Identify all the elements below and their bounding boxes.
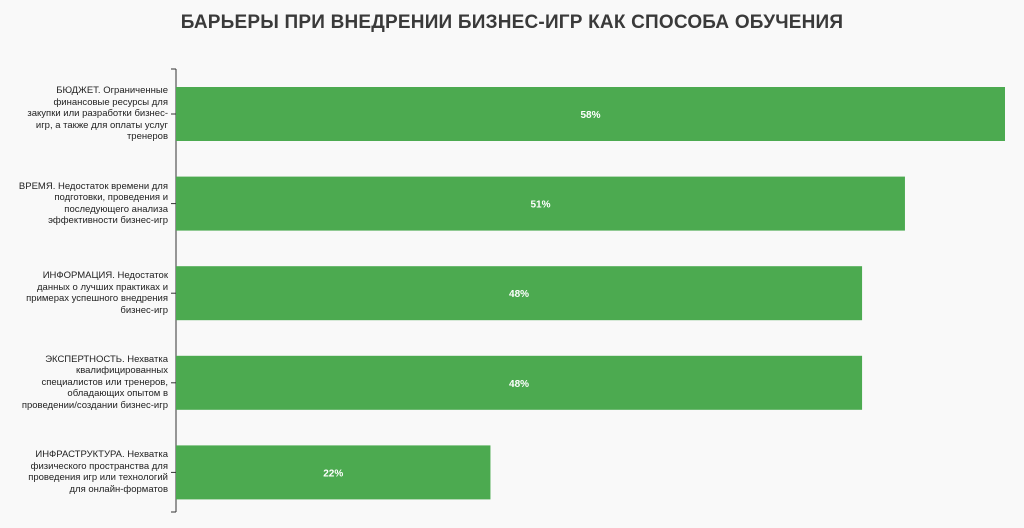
category-label-3: ИНФОРМАЦИЯ. Недостаток данных о лучших п… xyxy=(26,270,168,316)
bar-1 xyxy=(176,87,1005,141)
category-label-2: ВРЕМЯ. Недостаток времени для подготовки… xyxy=(18,180,168,227)
bar-2 xyxy=(176,176,905,231)
category-label-4: ЭКСПЕРТНОСТЬ. Нехватка квалифицированных… xyxy=(21,353,168,411)
bar-3 xyxy=(176,266,863,321)
data-label-4: 48% xyxy=(509,379,529,390)
category-label-5: ИНФРАСТРУКТУРА. Нехватка физического про… xyxy=(28,449,168,495)
data-label-2: 51% xyxy=(530,200,550,211)
bar-4 xyxy=(176,355,863,410)
data-label-3: 48% xyxy=(509,289,529,300)
category-label-1: БЮДЖЕТ. Ограниченные финансовые ресурсы … xyxy=(27,85,168,142)
data-label-1: 58% xyxy=(580,110,600,121)
bar-5 xyxy=(176,445,491,500)
chart-title: БАРЬЕРЫ ПРИ ВНЕДРЕНИИ БИЗНЕС-ИГР КАК СПО… xyxy=(180,12,844,33)
data-label-5: 22% xyxy=(323,468,343,479)
